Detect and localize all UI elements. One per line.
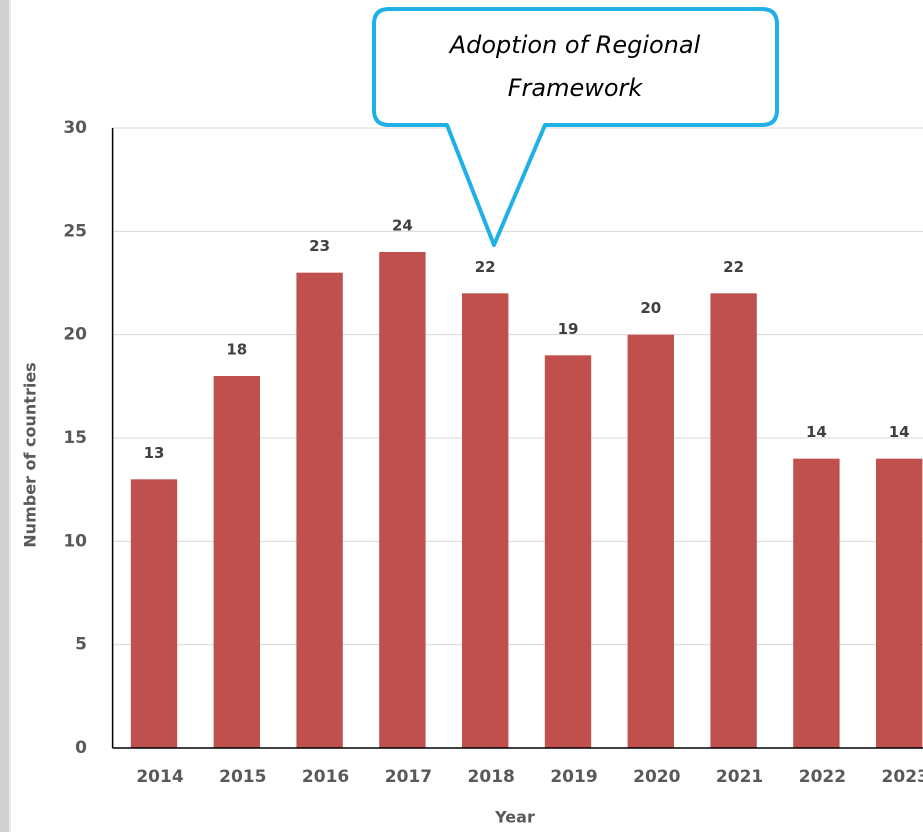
callout-text: Framework (508, 74, 644, 102)
data-label: 14 (806, 423, 827, 441)
y-tick-label: 20 (63, 325, 87, 345)
window-edge-shade (9, 0, 11, 832)
x-tick-label: 2015 (219, 767, 266, 787)
data-label: 22 (475, 258, 496, 276)
bar (544, 355, 592, 748)
x-tick-label: 2022 (799, 767, 846, 787)
y-tick-label: 0 (75, 738, 87, 758)
x-tick-label: 2018 (468, 767, 515, 787)
data-label: 23 (309, 237, 330, 255)
y-tick-label: 10 (63, 531, 87, 551)
bar (793, 458, 840, 748)
data-label: 14 (889, 423, 910, 441)
y-tick-label: 15 (63, 428, 87, 448)
x-tick-label: 2014 (136, 767, 183, 787)
bar (130, 479, 178, 748)
data-label: 22 (723, 258, 744, 276)
y-tick-label: 30 (63, 118, 87, 138)
bar (876, 458, 923, 748)
bar (379, 252, 426, 748)
callout-text: Adoption of Regional (448, 31, 701, 59)
data-label: 18 (226, 341, 247, 359)
x-tick-label: 2019 (550, 767, 597, 787)
data-label: 20 (640, 299, 661, 317)
x-tick-label: 2020 (633, 767, 680, 787)
x-tick-label: 2023 (882, 767, 923, 787)
callout-box (372, 7, 779, 247)
window-edge (0, 0, 9, 832)
data-label: 19 (558, 320, 579, 338)
x-axis-title: Year (494, 808, 535, 827)
data-label: 13 (144, 444, 165, 462)
bar (710, 293, 757, 748)
x-tick-label: 2021 (716, 767, 763, 787)
y-tick-label: 25 (63, 221, 87, 241)
bar (462, 293, 509, 748)
y-axis-title: Number of countries (21, 362, 40, 547)
y-tick-label: 5 (75, 635, 87, 655)
data-label: 24 (392, 217, 413, 235)
bar (627, 334, 674, 748)
x-tick-label: 2016 (302, 767, 349, 787)
bar (213, 376, 260, 748)
bar (296, 272, 343, 748)
x-tick-label: 2017 (385, 767, 432, 787)
plot-area: 0510152025302014132015182016232017242018… (63, 118, 923, 787)
